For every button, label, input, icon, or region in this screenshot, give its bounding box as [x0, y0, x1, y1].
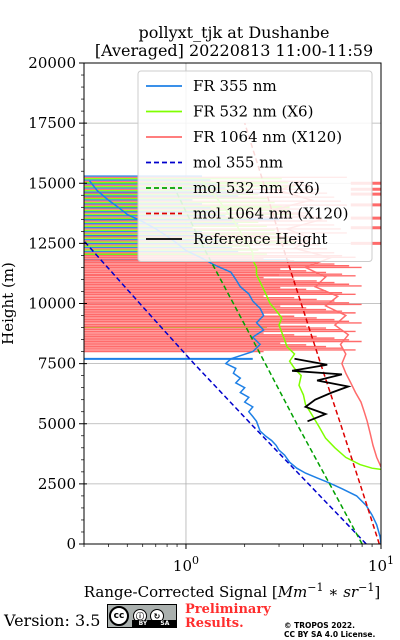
y-tick-label: 10000	[28, 295, 76, 313]
cc-license-badge[interactable]: cc ⓘ ↻ BY SA	[107, 604, 177, 628]
preliminary-line-2: Results.	[185, 616, 244, 631]
x-tick-label: 100	[173, 554, 199, 575]
copyright-line-1: © TROPOS 2022.	[284, 621, 355, 630]
y-tick-label: 20000	[28, 54, 76, 72]
x-tick-label: 101	[368, 554, 394, 575]
y-tick-label: 5000	[38, 415, 76, 433]
series-line-reference-height	[291, 357, 352, 423]
y-tick-label: 15000	[28, 174, 76, 192]
version-label: Version: 3.5	[4, 611, 101, 630]
share-alike-icon: ↻	[150, 609, 164, 623]
y-tick-label: 17500	[28, 114, 76, 132]
y-tick-label: 12500	[28, 234, 76, 252]
copyright-notice: © TROPOS 2022. CC BY SA 4.0 License.	[284, 621, 375, 639]
x-axis-label: Range-Corrected Signal [Mm−1 ∗ sr−1]	[84, 581, 380, 601]
preliminary-line-1: Preliminary	[185, 602, 271, 617]
y-tick-label: 7500	[38, 355, 76, 373]
badge-sa-text: SA	[160, 620, 170, 627]
series-line-mol-355-nm	[84, 240, 367, 544]
y-tick-label: 0	[66, 535, 76, 553]
legend-entry: FR 1064 nm (X120)	[193, 128, 342, 146]
legend-entry: FR 355 nm	[193, 77, 277, 95]
y-tick-label: 2500	[38, 475, 76, 493]
copyright-line-2: CC BY SA 4.0 License.	[284, 630, 376, 639]
plot-title-line-2: [Averaged] 20220813 11:00-11:59	[94, 41, 374, 60]
legend-entry: mol 355 nm	[193, 154, 283, 172]
legend-entry: mol 1064 nm (X120)	[193, 205, 348, 223]
legend-box	[137, 70, 373, 262]
legend-entry: mol 532 nm (X6)	[193, 179, 320, 197]
cc-icon: cc	[109, 606, 129, 626]
y-axis-label: Height (m)	[0, 262, 17, 345]
legend-entry: Reference Height	[193, 230, 327, 248]
plot-title-line-1: pollyxt_tjk at Dushanbe	[138, 23, 330, 42]
legend-entry: FR 532 nm (X6)	[193, 103, 313, 121]
preliminary-results-label: Preliminary Results.	[185, 603, 271, 631]
badge-by-text: BY	[138, 620, 148, 627]
